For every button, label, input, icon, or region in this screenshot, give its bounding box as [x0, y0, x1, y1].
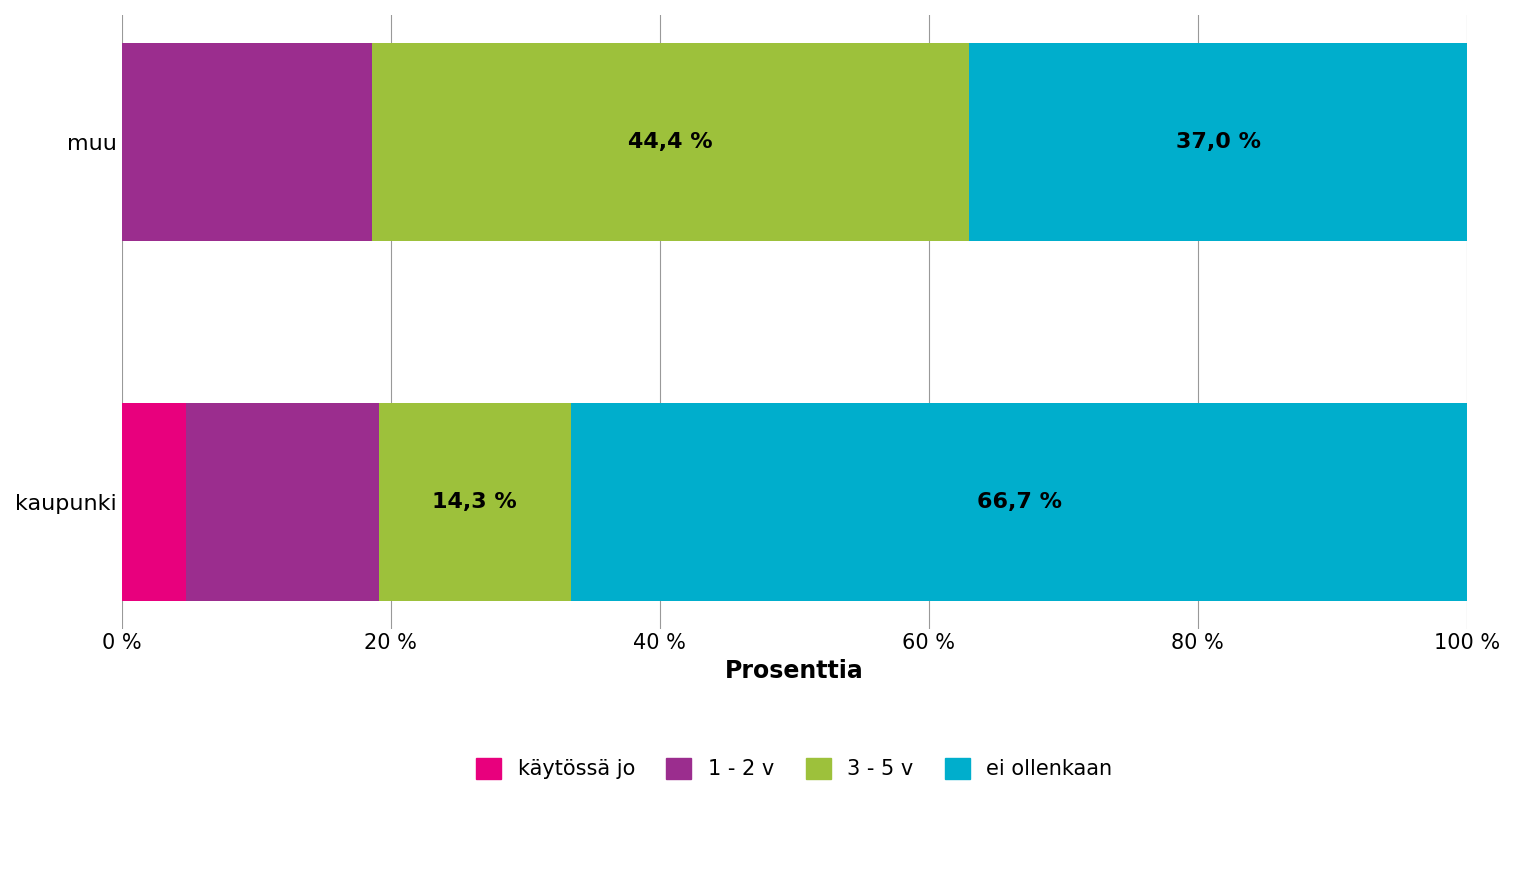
Text: 66,7 %: 66,7 %: [977, 492, 1062, 512]
Text: 14,3 %: 14,3 %: [432, 492, 517, 512]
X-axis label: Prosenttia: Prosenttia: [724, 659, 864, 683]
Bar: [121, 43, 371, 241]
Legend: käytössä jo, 1 - 2 v, 3 - 5 v, ei ollenkaan: käytössä jo, 1 - 2 v, 3 - 5 v, ei ollenk…: [468, 750, 1121, 788]
Text: 44,4 %: 44,4 %: [629, 132, 714, 152]
Bar: [121, 403, 186, 601]
Bar: [379, 403, 571, 601]
Text: 37,0 %: 37,0 %: [1176, 132, 1260, 152]
Bar: [571, 403, 1468, 601]
Bar: [186, 403, 379, 601]
Bar: [371, 43, 970, 241]
Bar: [970, 43, 1467, 241]
